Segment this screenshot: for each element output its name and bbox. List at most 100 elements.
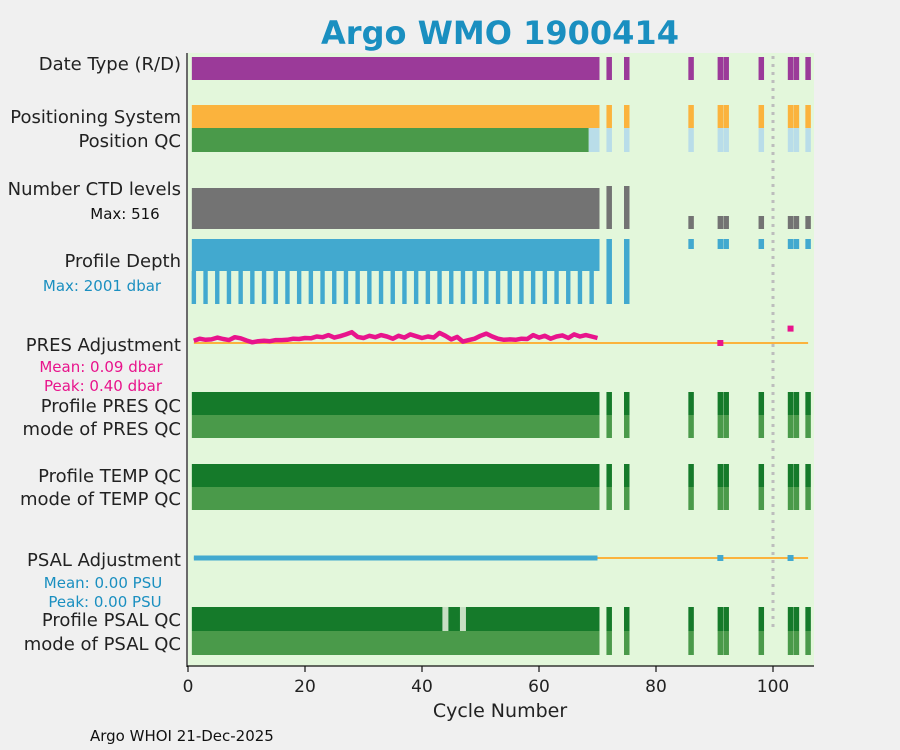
mode-psal-qc-bar-cycle-98 [758, 631, 765, 655]
profile-depth-max: Max: 2001 dbar [43, 277, 162, 295]
ctd-levels-max: Max: 516 [90, 205, 159, 223]
profile-depth-bar-cycle-104 [793, 239, 800, 249]
positioning-system-bar-cycle-92 [723, 105, 729, 128]
row-label-date-type: Date Type (R/D) [39, 54, 181, 75]
positioning-system-bar-cycle-91 [717, 105, 724, 128]
ctd-levels-bar-cycle-91 [717, 216, 724, 229]
profile-temp-qc-bar-cycle-91 [717, 464, 724, 487]
plot-area [188, 53, 814, 666]
mode-pres-qc-bar-cycle-103 [787, 415, 794, 438]
pres-adjustment-point-cycle-91 [717, 340, 724, 346]
x-tick-label-60: 60 [528, 677, 550, 697]
mode-psal-qc-bar-cycle-103 [787, 631, 794, 655]
profile-depth-deep-cycle-65 [566, 271, 571, 304]
profile-depth-bar-cycle-72 [606, 239, 612, 304]
positioning-system-bar [191, 105, 600, 128]
profile-depth-deep-cycle-59 [530, 271, 536, 304]
profile-depth-deep-cycle-61 [542, 271, 548, 304]
pres-adjustment-point-cycle-103 [787, 325, 794, 332]
date-type-bar-cycle-86 [688, 57, 694, 80]
footer-credit: Argo WHOI 21-Dec-2025 [90, 727, 274, 745]
profile-depth-deep-cycle-9 [238, 271, 243, 304]
row-label-mode-temp-qc: mode of TEMP QC [20, 489, 181, 510]
position-qc-bar-cycle-75 [624, 128, 630, 152]
x-tick-label-20: 20 [294, 677, 316, 697]
profile-temp-qc-bar-cycle-92 [723, 464, 729, 487]
profile-depth-deep-cycle-27 [343, 271, 349, 304]
profile-depth-deep-cycle-69 [589, 271, 594, 304]
row-label-mode-psal-qc: mode of PSAL QC [24, 634, 181, 655]
profile-depth-bar-cycle-106 [805, 239, 811, 249]
profile-depth-bar-cycle-86 [688, 239, 694, 249]
position-qc-bar-cycle-104 [793, 128, 800, 152]
profile-depth-deep-cycle-53 [495, 271, 501, 304]
pres-adjustment-series [193, 329, 599, 345]
profile-temp-qc-bar-cycle-86 [688, 464, 694, 487]
profile-depth-deep-cycle-3 [203, 271, 208, 304]
psal-qc-flag-cycle-47 [459, 607, 466, 631]
psal-adjustment-point-cycle-91 [717, 555, 724, 561]
position-qc-bar-cycle-98 [758, 128, 765, 152]
mode-psal-qc-bar [191, 631, 600, 655]
mode-psal-qc-bar-cycle-92 [723, 631, 729, 655]
profile-depth-deep-cycle-39 [413, 271, 419, 304]
profile-depth-deep-cycle-25 [332, 271, 337, 304]
profile-psal-qc-bar-cycle-103 [787, 607, 794, 631]
ctd-levels-bar-cycle-86 [688, 216, 694, 229]
mode-temp-qc-bar [191, 487, 600, 510]
profile-depth-deep-cycle-41 [425, 271, 431, 304]
profile-depth-deep-cycle-11 [250, 271, 255, 304]
mode-pres-qc-bar-cycle-75 [624, 415, 630, 438]
profile-psal-qc-bar-cycle-98 [758, 607, 765, 631]
profile-depth-deep-cycle-1 [191, 271, 197, 304]
profile-depth-deep-cycle-17 [285, 271, 290, 304]
profile-psal-qc-bar [191, 607, 600, 631]
profile-depth-bar-cycle-92 [723, 239, 729, 249]
profile-depth-deep-cycle-35 [390, 271, 395, 304]
mode-temp-qc-bar-cycle-98 [758, 487, 765, 510]
profile-pres-qc-bar-cycle-91 [717, 392, 724, 415]
profile-depth-deep-cycle-43 [437, 271, 442, 304]
profile-depth-bar-cycle-103 [787, 239, 794, 249]
profile-depth-deep-cycle-51 [484, 271, 489, 304]
psal-adjustment-mean: Mean: 0.00 PSU [44, 574, 162, 592]
row-label-psal-adjustment: PSAL Adjustment [27, 550, 181, 571]
row-label-profile-pres-qc: Profile PRES QC [41, 396, 181, 417]
ctd-levels-bar-cycle-106 [805, 216, 811, 229]
psal-adjustment-peak: Peak: 0.00 PSU [48, 593, 161, 611]
date-type-bar-cycle-104 [793, 57, 800, 80]
mode-psal-qc-bar-cycle-86 [688, 631, 694, 655]
profile-pres-qc-bar-cycle-106 [805, 392, 811, 415]
mode-pres-qc-bar-cycle-104 [793, 415, 800, 438]
positioning-system-bar-cycle-104 [793, 105, 800, 128]
mode-pres-qc-bar-cycle-92 [723, 415, 729, 438]
mode-psal-qc-bar-cycle-106 [805, 631, 811, 655]
positioning-system-bar-cycle-106 [805, 105, 811, 128]
profile-depth-bar-cycle-91 [717, 239, 724, 249]
ctd-levels-bar-cycle-104 [793, 216, 800, 229]
profile-pres-qc-bar-cycle-103 [787, 392, 794, 415]
profile-temp-qc-bar-cycle-75 [624, 464, 630, 487]
mode-temp-qc-bar-cycle-75 [624, 487, 630, 510]
profile-depth-deep-cycle-63 [554, 271, 559, 304]
profile-pres-qc-bar-cycle-98 [758, 392, 765, 415]
profile-pres-qc-bar-cycle-86 [688, 392, 694, 415]
profile-depth-deep-cycle-57 [519, 271, 524, 304]
position-qc-bar-cycle-72 [606, 128, 612, 152]
x-tick-label-100: 100 [757, 677, 789, 697]
profile-psal-qc-bar-cycle-104 [793, 607, 800, 631]
profile-psal-qc-bar-cycle-75 [624, 607, 630, 631]
x-tick-label-40: 40 [411, 677, 433, 697]
profile-depth-deep-cycle-37 [402, 271, 407, 304]
position-qc-good-bar [191, 128, 589, 152]
profile-psal-qc-bar-cycle-92 [723, 607, 729, 631]
profile-psal-qc-bar-cycle-106 [805, 607, 811, 631]
position-qc-bar-cycle-86 [688, 128, 694, 152]
positioning-system-bar-cycle-86 [688, 105, 694, 128]
profile-depth-deep-cycle-29 [355, 271, 360, 304]
mode-temp-qc-bar-cycle-92 [723, 487, 729, 510]
mode-pres-qc-bar-cycle-91 [717, 415, 724, 438]
positioning-system-bar-cycle-98 [758, 105, 765, 128]
profile-temp-qc-bar-cycle-103 [787, 464, 794, 487]
